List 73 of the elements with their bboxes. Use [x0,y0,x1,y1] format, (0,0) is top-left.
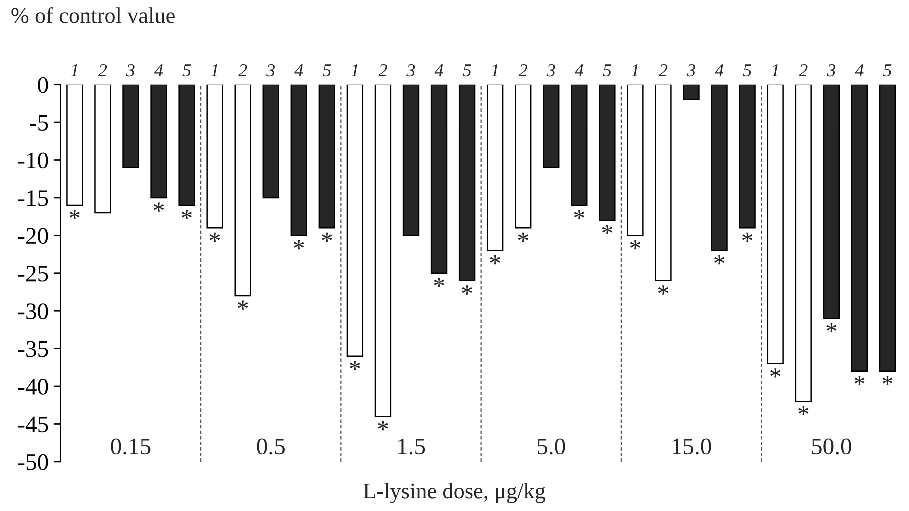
text: 1 [772,64,778,76]
text: 5 [883,64,892,77]
text: 1 [351,64,358,76]
data-label: * [574,210,584,220]
data-label: * [826,323,837,333]
text: 4 [574,64,584,76]
x-tick-label: 1.5 [398,438,426,455]
text: 3 [546,64,556,77]
text: 5 [603,64,612,77]
data-label: * [350,361,360,370]
text: 2 [378,64,388,76]
text: 4 [855,64,864,76]
data-label: * [154,202,164,212]
text: 3 [266,64,275,77]
y-tick-label: -25 [18,266,48,282]
data-label: * [434,278,444,288]
data-label: * [742,232,753,242]
series-label: 1 [71,64,78,76]
text: 3 [406,64,416,77]
y-axis-title: % of control value [12,7,175,24]
text: 4 [434,64,444,76]
text: 2 [658,64,668,76]
y-tick-label: -50 [18,454,48,470]
x-tick-label: 0.15 [111,438,151,455]
y-tick-label: -35 [18,341,48,358]
text: 5 [322,64,332,77]
data-label: * [518,232,528,242]
data-label: * [490,256,500,265]
text: 2 [799,64,808,76]
data-label: * [714,256,725,265]
x-axis-title: L-lysine dose, μg/kg [364,483,546,504]
x-tick-label: 5.0 [538,438,566,455]
y-tick-label: -10 [18,152,48,169]
data-label: * [70,210,80,220]
series-label: 2 [98,64,108,76]
x-tick-label: 15.0 [672,438,712,455]
data-label: * [378,421,388,431]
text: 5 [463,64,472,77]
data-label: * [658,286,669,295]
series-label: 5 [182,64,191,77]
series-label: 4 [154,64,164,76]
text: 1 [211,64,218,76]
text: 2 [238,64,248,76]
data-label: * [238,300,248,310]
data-label: * [210,232,220,242]
data-label: * [294,240,304,250]
data-label: * [182,210,192,220]
text: 4 [715,64,724,76]
data-label: * [322,232,332,242]
y-tick-label: 0 [38,77,48,94]
text: 1 [632,64,638,76]
x-tick-label: 50.0 [812,438,852,455]
text: 2 [518,64,528,76]
x-tick-label: 0.5 [257,438,285,455]
y-tick-label: -30 [18,304,48,320]
data-label: * [854,376,865,386]
series-label: 3 [126,64,135,77]
data-label: * [798,406,809,416]
y-tick-label: -20 [18,228,48,244]
y-tick-label: -40 [18,379,48,395]
text: 5 [743,64,752,77]
y-tick-label: -45 [18,416,48,433]
y-tick-label: -15 [18,190,48,206]
y-tick-label: -5 [30,115,48,131]
data-label: * [882,376,893,386]
text: 1 [491,64,498,76]
data-label: * [462,286,472,295]
text: 3 [827,64,836,77]
text: 4 [294,64,304,76]
data-label: * [770,368,781,378]
data-label: * [630,240,641,250]
text: 3 [686,64,696,77]
data-label: * [602,225,612,235]
